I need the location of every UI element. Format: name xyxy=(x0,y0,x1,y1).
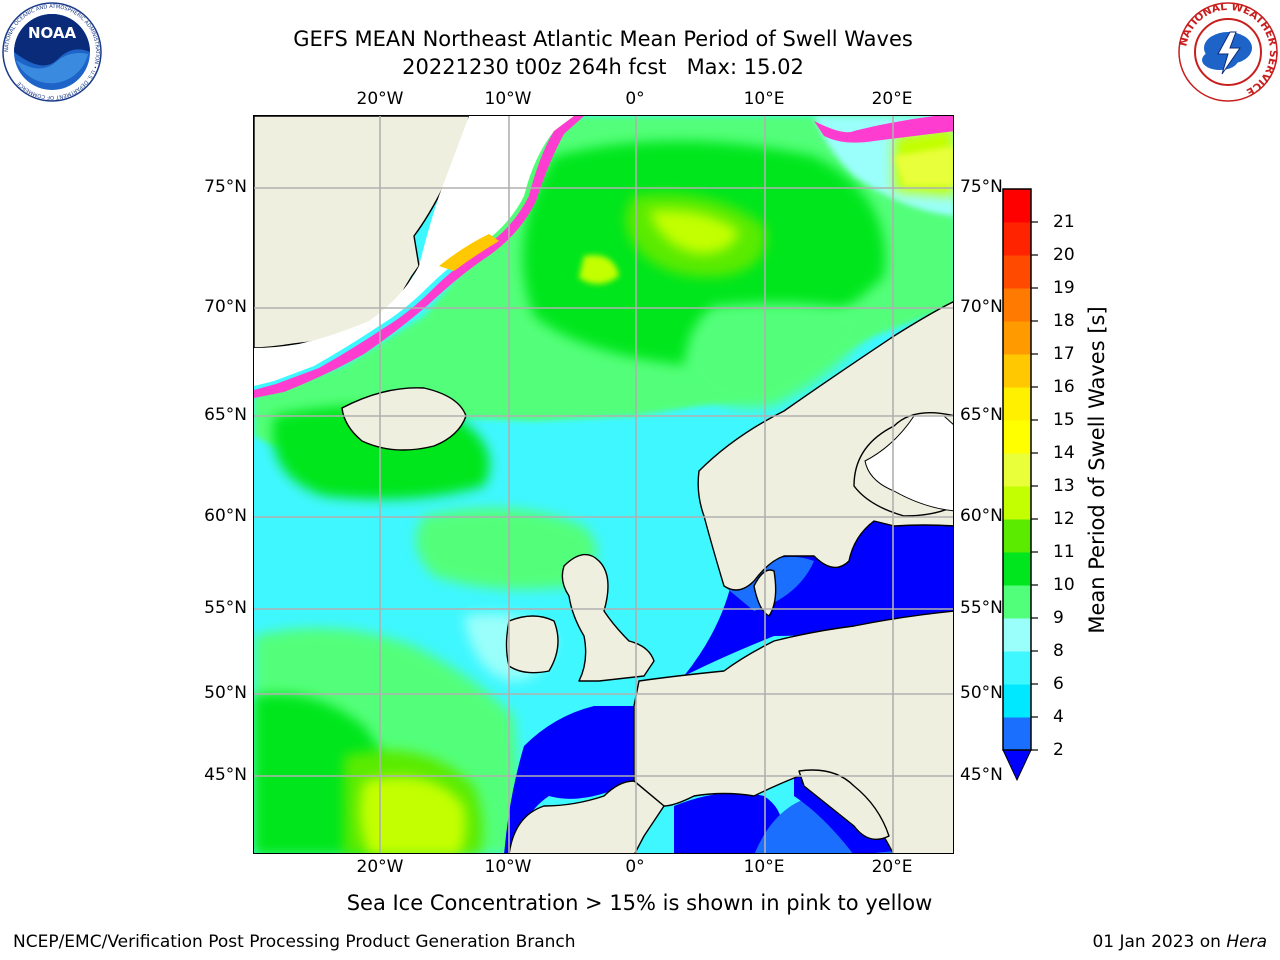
credit-date-text: 01 Jan 2023 on xyxy=(1092,932,1227,952)
colorbar xyxy=(1002,188,1038,782)
lon-label-top-10e: 10°E xyxy=(743,89,785,109)
colorbar-tick-label: 20 xyxy=(1053,245,1075,265)
noaa-logo: NOAA NATIONAL OCEANIC AND ATMOSPHERIC AD… xyxy=(2,2,102,102)
colorbar-band xyxy=(1003,453,1031,487)
colorbar-tick-label: 19 xyxy=(1053,278,1075,298)
lon-label-top-20e: 20°E xyxy=(871,89,913,109)
colorbar-tick-label: 16 xyxy=(1053,377,1075,397)
lat-label-left-60n: 60°N xyxy=(204,506,247,526)
colorbar-tick-label: 15 xyxy=(1053,410,1075,430)
colorbar-extend-triangle xyxy=(1002,749,1032,782)
lat-label-right-60n: 60°N xyxy=(960,506,1003,526)
colorbar-band xyxy=(1003,618,1031,652)
colorbar-tick-label: 11 xyxy=(1053,542,1075,562)
lat-label-right-65n: 65°N xyxy=(960,405,1003,425)
lon-label-top-20w: 20°W xyxy=(356,89,404,109)
lat-label-right-55n: 55°N xyxy=(960,598,1003,618)
colorbar-band xyxy=(1003,420,1031,454)
lon-label-top-10w: 10°W xyxy=(484,89,532,109)
colorbar-tick-label: 12 xyxy=(1053,509,1075,529)
lon-label-bottom-20w: 20°W xyxy=(356,857,404,877)
colorbar-tick-label: 17 xyxy=(1053,344,1075,364)
swell-period-map xyxy=(253,115,954,854)
colorbar-tick-label: 9 xyxy=(1053,608,1064,628)
colorbar-band xyxy=(1003,189,1031,223)
map-canvas xyxy=(254,116,953,853)
colorbar-band xyxy=(1003,552,1031,586)
graticule xyxy=(254,116,953,853)
colorbar-band xyxy=(1003,288,1031,322)
colorbar-band xyxy=(1003,387,1031,421)
colorbar-tick-label: 6 xyxy=(1053,674,1064,694)
colorbar-tick-label: 13 xyxy=(1053,476,1075,496)
lat-label-right-75n: 75°N xyxy=(960,177,1003,197)
colorbar-ticks xyxy=(1031,221,1038,751)
colorbar-band xyxy=(1003,717,1031,751)
colorbar-tick-label: 18 xyxy=(1053,311,1075,331)
colorbar-tick-label: 21 xyxy=(1053,212,1075,232)
lat-label-right-50n: 50°N xyxy=(960,683,1003,703)
credit-date: 01 Jan 2023 on Hera xyxy=(1092,932,1267,952)
lat-label-left-65n: 65°N xyxy=(204,405,247,425)
colorbar-band xyxy=(1003,321,1031,355)
colorbar-band xyxy=(1003,519,1031,553)
colorbar-tick-label: 14 xyxy=(1053,443,1075,463)
noaa-logo-text: NOAA xyxy=(28,24,77,42)
lat-label-left-75n: 75°N xyxy=(204,177,247,197)
colorbar-band xyxy=(1003,585,1031,619)
colorbar-bands xyxy=(1003,189,1031,751)
lon-label-bottom-10w: 10°W xyxy=(484,857,532,877)
chart-title: GEFS MEAN Northeast Atlantic Mean Period… xyxy=(293,27,913,51)
lat-label-right-45n: 45°N xyxy=(960,765,1003,785)
colorbar-band xyxy=(1003,684,1031,718)
colorbar-band xyxy=(1003,486,1031,520)
lon-label-bottom-0: 0° xyxy=(625,857,645,877)
lat-label-left-50n: 50°N xyxy=(204,683,247,703)
lon-label-bottom-10e: 10°E xyxy=(743,857,785,877)
credit-branch: NCEP/EMC/Verification Post Processing Pr… xyxy=(13,932,576,952)
colorbar-title: Mean Period of Swell Waves [s] xyxy=(1085,306,1109,634)
nws-logo: NATIONAL WEATHER SERVICE xyxy=(1178,2,1278,102)
colorbar-tick-label: 8 xyxy=(1053,641,1064,661)
colorbar-tick-label: 2 xyxy=(1053,740,1064,760)
credit-machine: Hera xyxy=(1226,932,1267,952)
colorbar-frame xyxy=(1002,188,1032,751)
sea-ice-edge xyxy=(254,116,953,512)
colorbar-band xyxy=(1003,354,1031,388)
lat-label-left-45n: 45°N xyxy=(204,765,247,785)
colorbar-band xyxy=(1003,255,1031,289)
lat-label-left-55n: 55°N xyxy=(204,598,247,618)
lon-label-bottom-20e: 20°E xyxy=(871,857,913,877)
colorbar-tick-label: 10 xyxy=(1053,575,1075,595)
lat-label-left-70n: 70°N xyxy=(204,297,247,317)
lat-label-right-70n: 70°N xyxy=(960,297,1003,317)
lon-label-top-0: 0° xyxy=(625,89,645,109)
swell-period-field xyxy=(254,116,953,853)
colorbar-band xyxy=(1003,651,1031,685)
sea-ice-footnote: Sea Ice Concentration > 15% is shown in … xyxy=(346,891,933,915)
colorbar-band xyxy=(1003,222,1031,256)
colorbar-tick-label: 4 xyxy=(1053,707,1064,727)
chart-subtitle: 20221230 t00z 264h fcst Max: 15.02 xyxy=(402,55,804,79)
